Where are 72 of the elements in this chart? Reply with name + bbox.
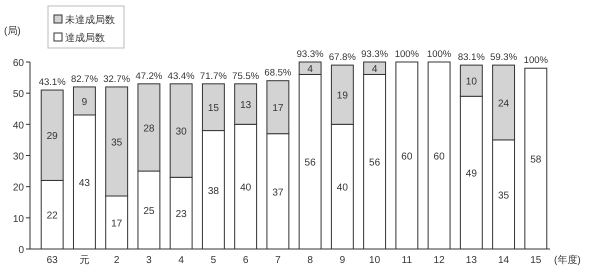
x-tick-label: 5: [210, 255, 217, 266]
x-tick-label: 9: [340, 255, 346, 266]
data-label: 22: [46, 210, 58, 222]
legend-label: 達成局数: [65, 32, 105, 44]
annotation: 32.7%: [103, 74, 131, 85]
annotation: 100%: [394, 49, 420, 60]
annotation: 71.7%: [200, 70, 228, 82]
data-label: 30: [176, 126, 188, 138]
data-label: 40: [336, 182, 348, 194]
data-label: 49: [466, 168, 478, 180]
data-label: 19: [336, 90, 348, 102]
data-label: 28: [143, 123, 155, 134]
x-tick-label: 15: [530, 255, 542, 266]
data-label: 37: [272, 187, 284, 198]
data-label: 43: [78, 178, 90, 189]
data-label: 40: [240, 182, 252, 194]
x-tick-label: 13: [466, 255, 478, 266]
data-label: 35: [111, 137, 123, 148]
data-label: 35: [498, 190, 510, 202]
data-label: 4: [307, 64, 314, 76]
x-tick-label: 63: [46, 255, 58, 266]
x-tick-label: 8: [307, 255, 314, 266]
data-label: 56: [304, 158, 316, 169]
x-tick-label: 3: [146, 255, 152, 266]
x-tick-label: 12: [434, 255, 446, 266]
annotation: 68.5%: [264, 68, 292, 79]
data-label: 58: [530, 154, 542, 166]
data-label: 4: [372, 64, 378, 76]
annotation: 93.3%: [296, 49, 324, 60]
data-label: 25: [143, 206, 155, 218]
annotation: 93.3%: [361, 49, 389, 60]
annotation: 82.7%: [70, 74, 98, 85]
data-label: 60: [434, 152, 446, 162]
annotation: 47.2%: [135, 70, 163, 82]
annotation: 75.5%: [232, 70, 260, 82]
data-label: 29: [46, 131, 58, 142]
data-label: 10: [466, 76, 478, 88]
data-label: 38: [208, 186, 220, 197]
x-tick-label: 6: [242, 255, 249, 266]
x-tick-label: 4: [178, 255, 184, 266]
data-label: 23: [176, 209, 188, 220]
annotation: 100%: [524, 55, 549, 66]
annotation: 67.8%: [328, 52, 356, 64]
data-label: 17: [272, 103, 284, 114]
x-tick-label: 11: [402, 255, 412, 266]
annotation: 83.1%: [458, 52, 486, 64]
data-label: 24: [498, 98, 510, 110]
x-tick-label: 7: [275, 255, 282, 266]
data-label: 15: [208, 103, 220, 114]
y-axis-title: (局): [4, 26, 21, 37]
annotation: 59.3%: [490, 52, 518, 64]
annotation: 43.4%: [168, 70, 196, 82]
y-tick-label: 60: [12, 58, 24, 69]
annotation: 100%: [426, 49, 452, 60]
data-label: 17: [111, 218, 123, 230]
x-axis-title: (年度): [554, 254, 581, 266]
data-label: 9: [82, 96, 88, 108]
y-tick-label: 50: [12, 89, 24, 100]
x-tick-label: 元: [79, 255, 90, 266]
x-tick-label: 14: [498, 255, 510, 266]
x-tick-label: 2: [114, 255, 120, 266]
y-tick-label: 20: [12, 182, 24, 194]
y-tick-label: 0: [18, 245, 24, 256]
y-tick-label: 40: [12, 120, 24, 132]
x-tick-label: 10: [369, 255, 381, 266]
y-tick-label: 10: [12, 214, 24, 225]
data-label: 60: [401, 152, 413, 162]
data-label: 13: [240, 100, 252, 112]
y-tick-label: 30: [12, 152, 24, 162]
annotation: 43.1%: [38, 77, 66, 88]
data-label: 56: [369, 158, 381, 169]
legend-label: 未達成局数: [65, 14, 115, 26]
